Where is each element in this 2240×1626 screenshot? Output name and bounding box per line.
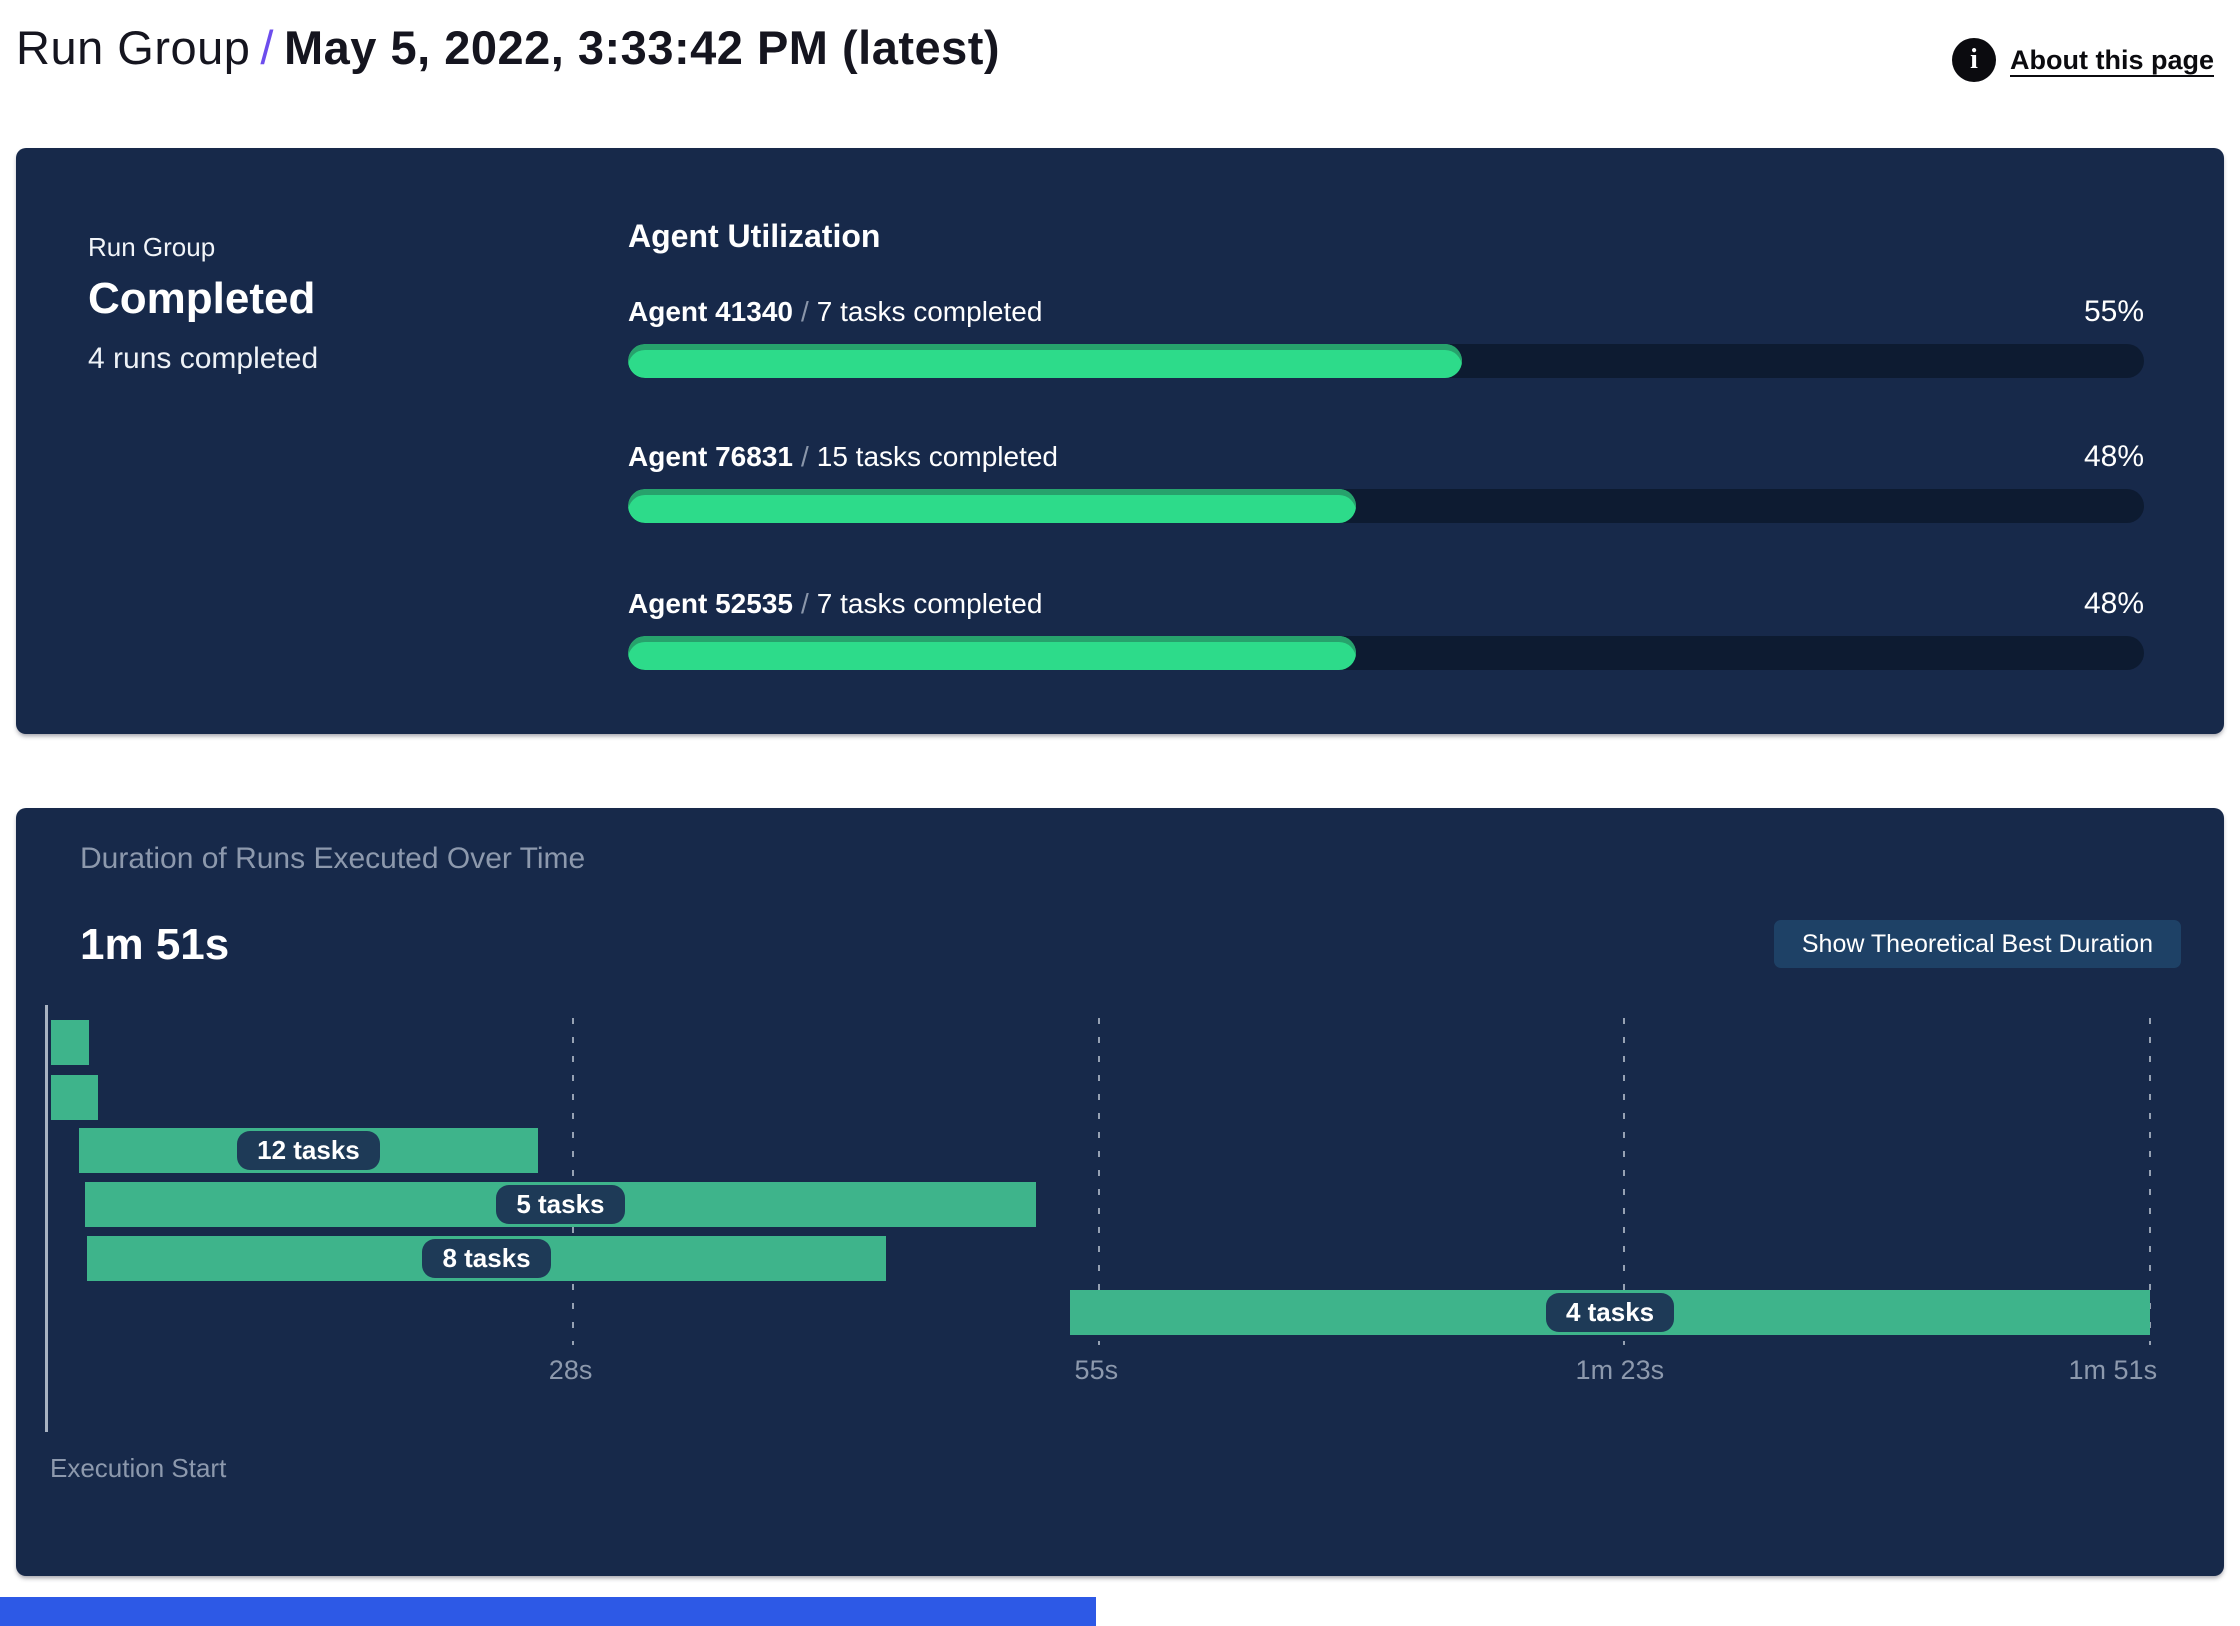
breadcrumb: Run Group / May 5, 2022, 3:33:42 PM (lates… [16,20,1000,75]
gantt-run-label-pill: 4 tasks [1545,1293,1675,1332]
agent-tasks-completed: 15 tasks completed [816,441,1058,472]
agent-utilization-row: Agent 52535/7 tasks completed 48% [628,587,2144,670]
agent-utilization-percent: 48% [2083,587,2144,620]
duration-chart-title: Duration of Runs Executed Over Time [80,842,586,875]
about-link-label[interactable]: About this page [2010,44,2214,75]
breadcrumb-root[interactable]: Run Group [16,21,251,74]
agent-utilization-percent: 55% [2083,295,2144,328]
axis-tick-label: 55s [1074,1355,1119,1385]
info-icon[interactable]: i [1952,38,1996,82]
gridline [1097,1005,1100,1345]
gridline [1623,1005,1626,1345]
agent-label: Agent 76831/15 tasks completed [628,441,1058,473]
agent-label-separator: / [800,441,809,472]
run-group-label: Run Group [88,232,216,262]
gridline [571,1005,574,1345]
gantt-run-bar[interactable]: 5 tasks [84,1182,1036,1227]
agent-progress-track [628,489,2144,523]
agent-progress-track [628,636,2144,670]
show-theoretical-best-duration-button[interactable]: Show Theoretical Best Duration [1773,920,2181,968]
gantt-run-bar[interactable]: 8 tasks [86,1236,887,1281]
gantt-run-bar[interactable]: 12 tasks [79,1128,538,1173]
axis-tick-label: 28s [548,1355,593,1385]
duration-chart-panel: Duration of Runs Executed Over Time 1m 5… [16,808,2224,1576]
agent-name: Agent 52535 [628,588,793,619]
agent-label-separator: / [800,296,809,327]
gantt-run-label-pill: 8 tasks [422,1239,551,1278]
agent-label-separator: / [800,588,809,619]
run-group-status: Completed [88,274,316,323]
runs-completed-summary: 4 runs completed [88,342,319,375]
total-duration-value: 1m 51s [80,920,230,969]
execution-start-label: Execution Start [50,1453,227,1483]
agent-progress-fill [628,344,1462,378]
agent-label: Agent 41340/7 tasks completed [628,296,1042,328]
agent-utilization-row: Agent 76831/15 tasks completed 48% [628,440,2144,523]
agent-utilization-title: Agent Utilization [628,218,881,254]
page-header: Run Group / May 5, 2022, 3:33:42 PM (lates… [0,0,2240,148]
agent-name: Agent 76831 [628,441,793,472]
page-title: May 5, 2022, 3:33:42 PM (latest) [283,21,1001,74]
agent-tasks-completed: 7 tasks completed [816,296,1043,327]
run-group-status-panel: Run Group Completed 4 runs completed Age… [16,148,2224,734]
agent-progress-fill [628,489,1356,523]
gantt-run-label-pill: 5 tasks [496,1185,625,1224]
agent-utilization-percent: 48% [2083,440,2144,473]
agent-tasks-completed: 7 tasks completed [816,588,1043,619]
gantt-run-bar[interactable]: 4 tasks [1070,1290,2150,1335]
gridline [2149,1005,2151,1345]
agent-progress-track [628,344,2144,378]
bottom-blue-bar [0,1597,1096,1626]
about-this-page-link[interactable]: i About this page [1952,38,2214,82]
agent-progress-fill [628,636,1356,670]
gantt-run-label-pill: 12 tasks [237,1131,380,1170]
gantt-run-bar[interactable] [50,1075,99,1120]
gantt-run-bar[interactable] [50,1020,89,1065]
axis-tick-label: 1m 51s [2068,1355,2158,1385]
breadcrumb-separator: / [260,21,274,74]
axis-tick-label: 1m 23s [1575,1355,1665,1385]
agent-utilization-row: Agent 41340/7 tasks completed 55% [628,295,2144,378]
execution-start-axis-line [45,1005,48,1432]
agent-name: Agent 41340 [628,296,793,327]
gantt-chart: 28s 55s 1m 23s 1m 51s 12 tasks 5 tasks 8 tasks… [45,1005,2157,1432]
agent-label: Agent 52535/7 tasks completed [628,588,1042,620]
